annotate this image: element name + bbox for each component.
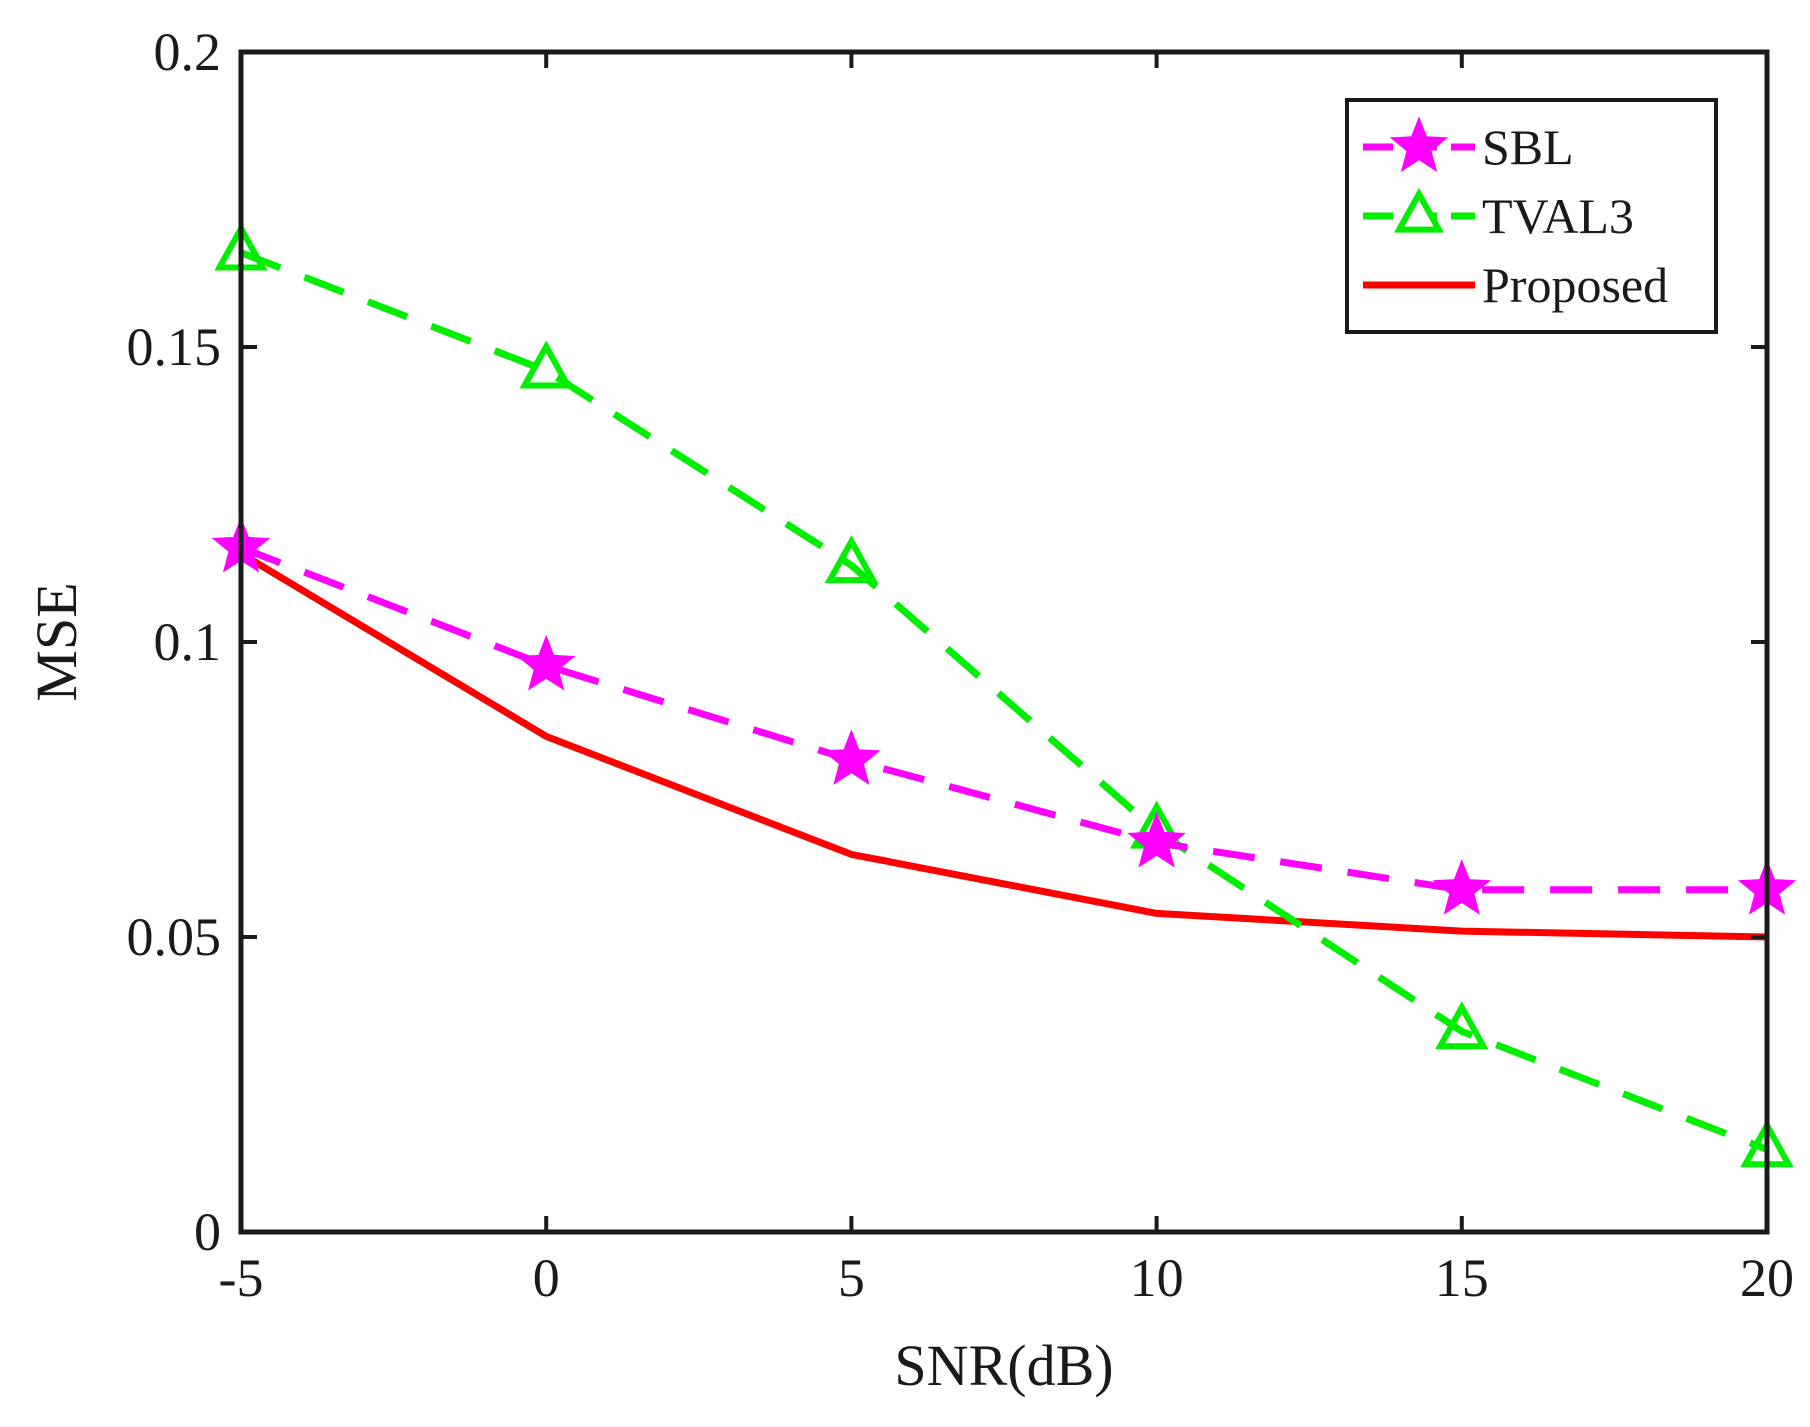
series-line-tval3 <box>239 249 1769 1153</box>
x-tick-label: 5 <box>838 1248 865 1308</box>
data-point-tval3 <box>519 340 573 389</box>
legend-label-proposed: Proposed <box>1482 257 1668 313</box>
series-line-sbl <box>239 544 1767 894</box>
x-tick-label: 0 <box>533 1248 560 1308</box>
y-tick-label: 0.05 <box>127 907 222 967</box>
data-point-sbl <box>1127 811 1186 868</box>
legend: SBL TVAL3 Proposed <box>1345 98 1718 334</box>
legend-label-tval3: TVAL3 <box>1482 188 1634 244</box>
y-tick-label: 0.2 <box>154 22 222 82</box>
y-tick-label: 0 <box>194 1202 221 1262</box>
y-axis-label: MSE <box>24 582 89 701</box>
data-point-sbl <box>1432 859 1492 915</box>
legend-marker-sbl <box>1389 116 1449 172</box>
legend-marker-tval3 <box>1394 187 1444 233</box>
y-tick-label: 0.15 <box>127 317 222 377</box>
x-tick-label: -5 <box>219 1248 264 1308</box>
data-point-tval3 <box>1435 1001 1489 1050</box>
series-layer <box>211 222 1797 1168</box>
x-tick-label: 15 <box>1435 1248 1489 1308</box>
x-axis-label: SNR(dB) <box>894 1333 1113 1398</box>
data-point-sbl <box>516 634 576 691</box>
x-tick-label: 10 <box>1130 1248 1184 1308</box>
legend-label-sbl: SBL <box>1482 119 1574 175</box>
y-tick-label: 0.1 <box>154 612 222 672</box>
data-point-sbl <box>822 729 881 785</box>
data-point-tval3 <box>824 535 879 584</box>
x-tick-label: 20 <box>1740 1248 1794 1308</box>
series-line-proposed <box>239 550 1768 941</box>
